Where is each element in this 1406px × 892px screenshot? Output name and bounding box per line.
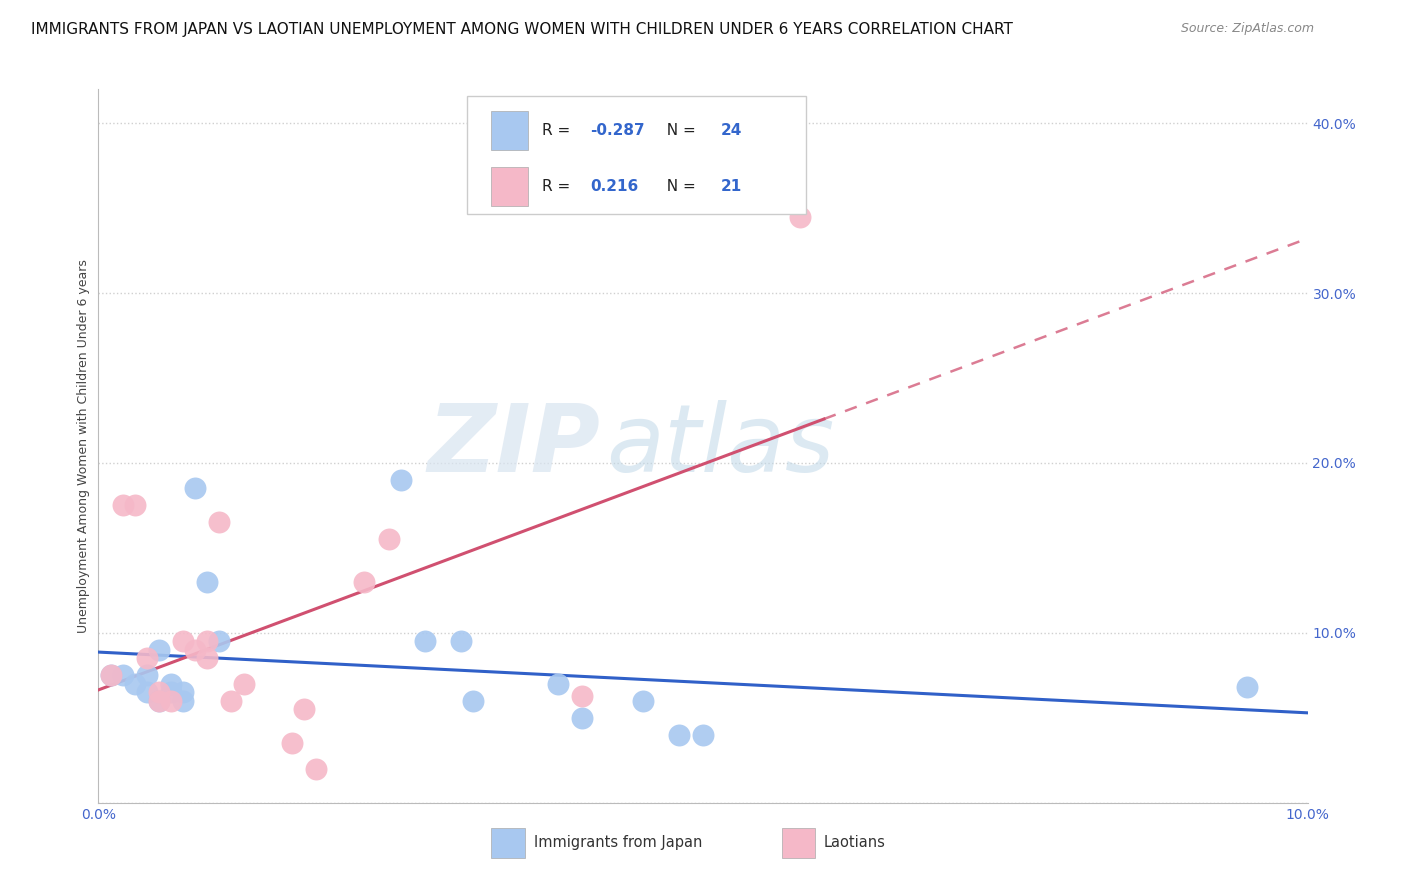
Point xyxy=(547,677,569,691)
FancyBboxPatch shape xyxy=(492,828,526,858)
Text: R =: R = xyxy=(543,123,575,138)
FancyBboxPatch shape xyxy=(492,112,527,151)
Point xyxy=(692,728,714,742)
Point xyxy=(184,643,207,657)
Point xyxy=(789,210,811,224)
Point xyxy=(195,574,218,589)
FancyBboxPatch shape xyxy=(467,96,806,214)
Point xyxy=(450,634,472,648)
Point xyxy=(100,668,122,682)
Text: N =: N = xyxy=(657,178,700,194)
Point xyxy=(148,694,170,708)
Point xyxy=(353,574,375,589)
Point xyxy=(463,694,485,708)
Text: R =: R = xyxy=(543,178,575,194)
Point xyxy=(124,677,146,691)
Point xyxy=(160,685,183,699)
Point xyxy=(208,634,231,648)
Text: ZIP: ZIP xyxy=(427,400,600,492)
Text: Immigrants from Japan: Immigrants from Japan xyxy=(534,835,702,849)
FancyBboxPatch shape xyxy=(782,828,815,858)
Text: Source: ZipAtlas.com: Source: ZipAtlas.com xyxy=(1181,22,1315,36)
Point xyxy=(292,702,315,716)
Point xyxy=(135,685,157,699)
Point xyxy=(184,482,207,496)
Point xyxy=(305,762,328,776)
Point xyxy=(135,668,157,682)
Point xyxy=(111,668,134,682)
Point xyxy=(281,736,304,750)
Text: 0.216: 0.216 xyxy=(591,178,638,194)
Text: Laotians: Laotians xyxy=(824,835,886,849)
Point xyxy=(100,668,122,682)
Point xyxy=(160,694,183,708)
Point xyxy=(195,634,218,648)
Point xyxy=(148,685,170,699)
Point xyxy=(413,634,436,648)
Point xyxy=(160,677,183,691)
Point xyxy=(148,694,170,708)
Point xyxy=(377,533,399,547)
Point xyxy=(172,694,194,708)
Point xyxy=(124,499,146,513)
Y-axis label: Unemployment Among Women with Children Under 6 years: Unemployment Among Women with Children U… xyxy=(77,259,90,633)
Point xyxy=(668,728,690,742)
Point xyxy=(135,651,157,665)
Text: IMMIGRANTS FROM JAPAN VS LAOTIAN UNEMPLOYMENT AMONG WOMEN WITH CHILDREN UNDER 6 : IMMIGRANTS FROM JAPAN VS LAOTIAN UNEMPLO… xyxy=(31,22,1012,37)
Text: N =: N = xyxy=(657,123,700,138)
Point xyxy=(195,651,218,665)
Text: 21: 21 xyxy=(721,178,742,194)
Text: -0.287: -0.287 xyxy=(591,123,645,138)
Point xyxy=(208,516,231,530)
Text: atlas: atlas xyxy=(606,401,835,491)
Point xyxy=(172,685,194,699)
Point xyxy=(571,689,593,703)
Point xyxy=(172,634,194,648)
Point xyxy=(111,499,134,513)
Point xyxy=(148,643,170,657)
FancyBboxPatch shape xyxy=(492,167,527,206)
Point xyxy=(389,473,412,487)
Point xyxy=(221,694,243,708)
Text: 24: 24 xyxy=(721,123,742,138)
Point xyxy=(232,677,254,691)
Point xyxy=(631,694,654,708)
Point xyxy=(571,711,593,725)
Point xyxy=(1236,680,1258,694)
